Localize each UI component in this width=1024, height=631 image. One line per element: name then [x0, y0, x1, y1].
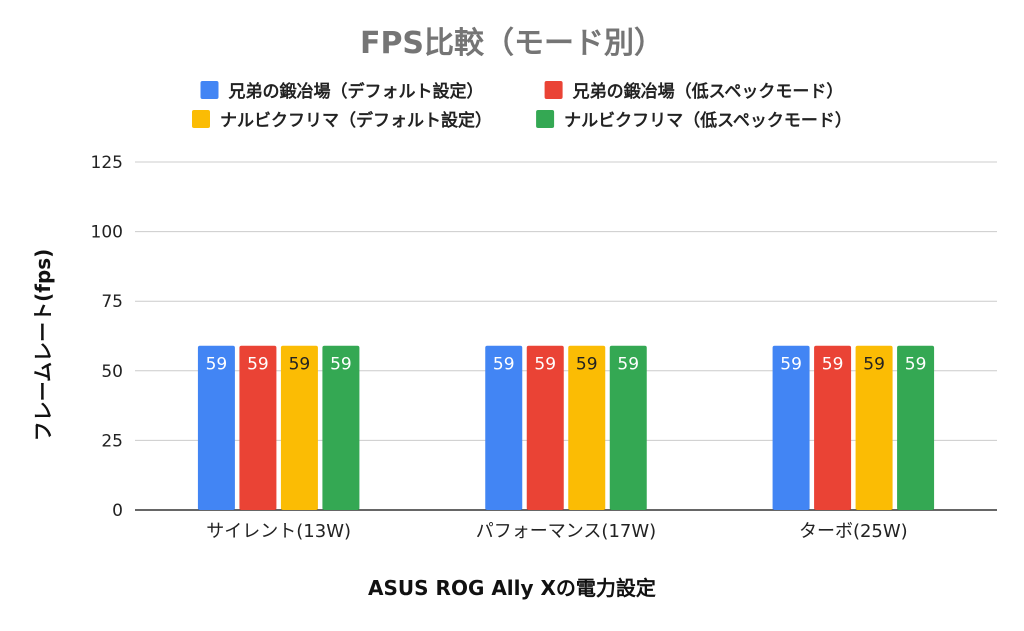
data-label: 59 [780, 355, 802, 375]
legend-label: 兄弟の鍛冶場（デフォルト設定） [228, 81, 484, 102]
y-tick-label: 50 [101, 362, 123, 382]
data-label: 59 [330, 355, 352, 375]
bar [526, 345, 564, 510]
legend-label: 兄弟の鍛冶場（低スペックモード） [572, 81, 844, 102]
x-category-label: パフォーマンス(17W) [476, 521, 656, 542]
bars: 59 59 59 59 59 59 59 59 59 59 59 59 [197, 345, 935, 510]
data-label: 59 [206, 355, 228, 375]
y-axis-title: フレームレート(fps) [31, 249, 55, 442]
y-tick-label: 75 [101, 292, 123, 312]
legend-item: 兄弟の鍛冶場（デフォルト設定） [200, 81, 484, 102]
legend: 兄弟の鍛冶場（デフォルト設定） 兄弟の鍛冶場（低スペックモード） ナルビクフリマ（デ… [192, 81, 852, 131]
bar [772, 345, 810, 510]
legend-item: ナルビクフリマ（低スペックモード） [536, 110, 852, 131]
legend-item: ナルビクフリマ（デフォルト設定） [192, 110, 492, 131]
y-tick-label: 25 [101, 431, 123, 451]
bar [485, 345, 523, 510]
x-category-label: ターボ(25W) [799, 521, 908, 542]
y-tick-label: 0 [112, 501, 123, 521]
bar [322, 345, 360, 510]
bar [197, 345, 235, 510]
x-axis-categories: サイレント(13W) パフォーマンス(17W) ターボ(25W) [206, 521, 907, 542]
bar [239, 345, 277, 510]
data-label: 59 [289, 355, 311, 375]
legend-swatch [536, 110, 555, 128]
legend-item: 兄弟の鍛冶場（低スペックモード） [544, 81, 844, 102]
data-label: 59 [863, 355, 885, 375]
data-label: 59 [905, 355, 927, 375]
legend-label: ナルビクフリマ（デフォルト設定） [220, 110, 492, 131]
bar [568, 345, 606, 510]
data-label: 59 [617, 355, 639, 375]
legend-label: ナルビクフリマ（低スペックモード） [564, 110, 852, 131]
legend-swatch [544, 81, 563, 99]
bar [897, 345, 935, 510]
data-label: 59 [534, 355, 556, 375]
legend-swatch [192, 110, 210, 128]
data-label: 59 [247, 355, 269, 375]
bar [280, 345, 318, 510]
data-label: 59 [822, 355, 844, 375]
legend-swatch [200, 81, 219, 99]
chart-title: FPS比較（モード別） [360, 26, 664, 61]
x-axis-title: ASUS ROG Ally Xの電力設定 [368, 576, 656, 600]
data-label: 59 [493, 355, 515, 375]
bar [609, 345, 647, 510]
y-axis-ticks: 0 25 50 75 100 125 [91, 153, 123, 521]
bar [814, 345, 852, 510]
bar [855, 345, 893, 510]
gridlines [135, 161, 997, 511]
data-label: 59 [576, 355, 598, 375]
x-category-label: サイレント(13W) [206, 521, 351, 542]
y-tick-label: 100 [91, 223, 123, 243]
y-tick-label: 125 [91, 153, 123, 173]
